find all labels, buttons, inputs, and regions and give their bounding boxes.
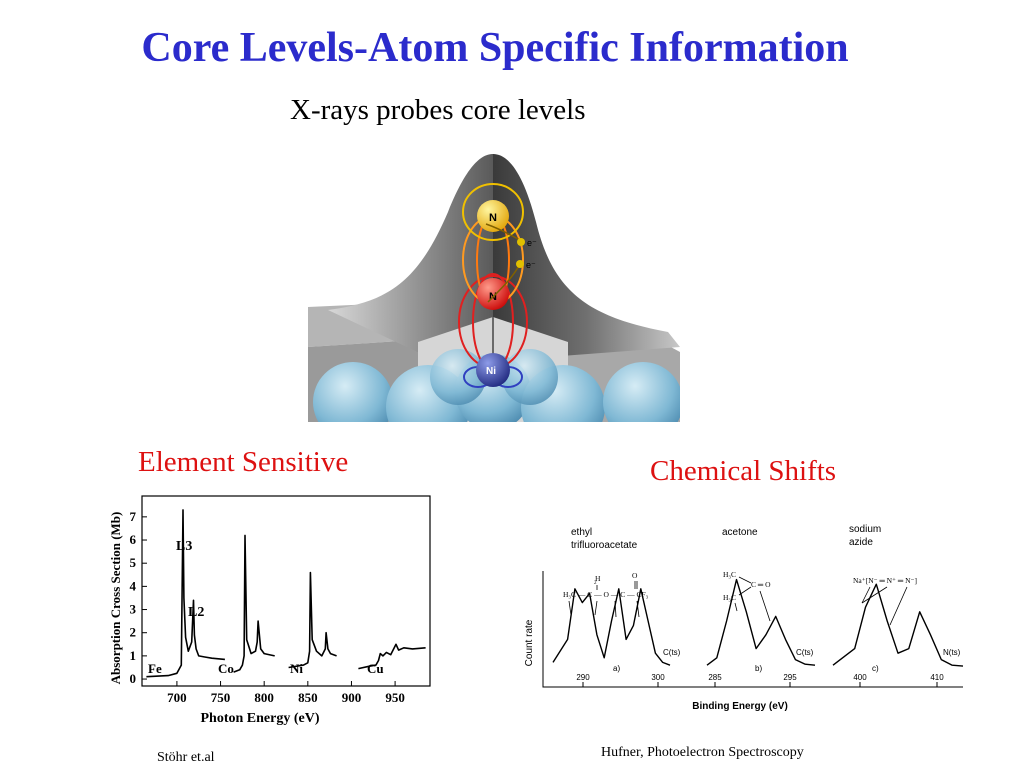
y-tick-label: 4 — [130, 578, 137, 593]
xps-spectrum-line-b — [706, 578, 816, 666]
panel-b-tag: b) — [755, 664, 762, 673]
svg-text:H₃C: H₃C — [723, 593, 736, 602]
absorption-series-line-co — [233, 534, 275, 673]
slide-subtitle: X-rays probes core levels — [290, 94, 586, 126]
y-tick-label: 7 — [130, 509, 137, 524]
x-tick-label: 800 — [254, 690, 274, 705]
x-tick-label: 750 — [211, 690, 231, 705]
panel-a-tag: a) — [613, 664, 620, 673]
xps-y-axis-label: Count rate — [524, 619, 535, 666]
credit-right: Hufner, Photoelectron Spectroscopy — [601, 745, 804, 760]
xps-axes — [542, 571, 963, 688]
svg-text:H₃C: H₃C — [723, 570, 736, 579]
slide-title: Core Levels-Atom Specific Information — [141, 25, 849, 71]
absorption-series-line-ni — [288, 571, 337, 669]
svg-text:H₃C — C — O — C — CF₃: H₃C — C — O — C — CF₃ — [563, 590, 649, 599]
xps-tick-label: 290 — [576, 673, 590, 682]
svg-text:2: 2 — [594, 581, 597, 586]
chemical-shift-chart: 290 300 285 295 400 410 Count rate Binding En… — [524, 524, 964, 712]
xps-spectrum-line-a — [552, 588, 671, 666]
x-tick-label: 900 — [342, 690, 362, 705]
atom-bottom-label: Ni — [486, 366, 496, 377]
xps-tick-label: 410 — [930, 673, 944, 682]
x-tick-label: 950 — [385, 690, 405, 705]
xps-tick-label: 295 — [783, 673, 797, 682]
panel-c-structure: Na⁺[N⁻ ═ N⁺ ═ N⁻] — [853, 576, 917, 585]
absorption-spectra-chart: 0 1 2 3 4 5 6 7 700 750 800 850 900 950 Photon Energy… — [108, 495, 431, 726]
absorption-series-line-fe — [146, 509, 225, 678]
credit-left: Stöhr et.al — [157, 750, 215, 765]
svg-text:Na⁺[N⁻ ═ N⁺ ═ N⁻]: Na⁺[N⁻ ═ N⁺ ═ N⁻] — [853, 576, 917, 585]
xps-x-axis-label: Binding Energy (eV) — [692, 701, 788, 712]
atom-top-label: N — [489, 212, 497, 224]
element-label-ni: Ni — [290, 661, 303, 676]
y-tick-label: 5 — [130, 555, 137, 570]
xps-tick-label: 400 — [853, 673, 867, 682]
panel-a-core: C(ts) — [663, 648, 681, 657]
xps-tick-label: 285 — [708, 673, 722, 682]
x-tick-label: 700 — [167, 690, 187, 705]
x-tick-label: 850 — [298, 690, 318, 705]
electron-label-2: e⁻ — [526, 260, 536, 270]
panel-b-title: acetone — [722, 527, 758, 538]
svg-text:H: H — [595, 574, 601, 583]
absorption-x-axis-label: Photon Energy (eV) — [201, 711, 320, 726]
y-tick-label: 2 — [130, 625, 137, 640]
svg-text:O: O — [632, 571, 638, 580]
absorption-series-line-cu — [358, 643, 426, 670]
y-tick-label: 0 — [130, 671, 137, 686]
element-label-fe: Fe — [148, 661, 162, 676]
nitrogen-adsorption-illustration: N N Ni e⁻ e⁻ — [308, 152, 680, 422]
xps-assignment-arrows — [568, 586, 908, 626]
chemical-shifts-label: Chemical Shifts — [650, 455, 837, 487]
absorption-y-axis-label: Absorption Cross Section (Mb) — [108, 512, 123, 685]
electron-label-1: e⁻ — [527, 238, 537, 248]
element-label-cu: Cu — [367, 661, 384, 676]
panel-a-title-line2: trifluoroacetate — [571, 540, 638, 551]
panel-b-core: C(ts) — [796, 648, 814, 657]
y-tick-label: 1 — [130, 648, 137, 663]
xps-tick-label: 300 — [651, 673, 665, 682]
svg-text:C ═ O: C ═ O — [751, 580, 771, 589]
panel-c-core: N(ts) — [943, 648, 961, 657]
y-tick-label: 6 — [130, 532, 137, 547]
xps-spectrum-line-c — [832, 583, 964, 667]
element-sensitive-label: Element Sensitive — [138, 446, 349, 478]
panel-c-tag: c) — [872, 664, 879, 673]
element-label-co: Co — [218, 661, 234, 676]
absorption-plot-frame — [141, 495, 431, 687]
panel-b-structure: H₃C H₃C C ═ O — [723, 570, 771, 602]
panel-a-title-line1: ethyl — [571, 527, 592, 538]
panel-a-structure: H 2 H₃C — C — O — C — CF₃ O — [563, 571, 649, 599]
edge-label-l3: L3 — [176, 539, 192, 554]
panel-c-title-line2: azide — [849, 537, 873, 548]
panel-c-title-line1: sodium — [849, 524, 881, 535]
edge-label-l2: L2 — [188, 605, 204, 620]
y-tick-label: 3 — [130, 602, 137, 617]
